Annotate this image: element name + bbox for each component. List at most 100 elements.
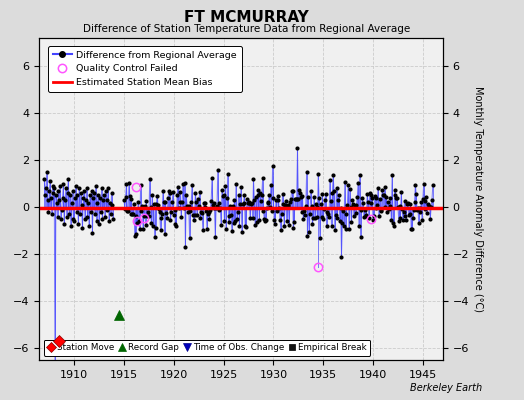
Point — [291, 196, 299, 202]
Point — [141, 222, 150, 228]
Point — [258, 192, 266, 198]
Point — [216, 204, 224, 211]
Point — [164, 195, 172, 201]
Point — [337, 254, 346, 260]
Point — [134, 199, 143, 206]
Point — [108, 202, 116, 208]
Point — [70, 218, 79, 224]
Point — [172, 222, 180, 229]
Point — [355, 223, 363, 229]
Point — [413, 204, 422, 211]
Point — [86, 209, 95, 215]
Point — [299, 216, 308, 222]
Point — [421, 198, 430, 204]
Point — [92, 183, 100, 189]
Point — [155, 206, 163, 212]
Point — [168, 199, 176, 205]
Point — [101, 214, 109, 220]
Point — [58, 195, 67, 201]
Point — [416, 204, 424, 211]
Point — [344, 182, 352, 188]
Point — [375, 213, 383, 220]
Point — [56, 183, 64, 189]
Point — [256, 189, 264, 196]
Point — [156, 227, 165, 233]
Point — [394, 204, 402, 211]
Point — [206, 206, 214, 213]
Point — [385, 206, 393, 212]
Point — [339, 208, 347, 214]
Point — [132, 213, 140, 219]
Point — [48, 211, 56, 218]
Point — [387, 216, 396, 223]
Point — [128, 211, 136, 218]
Point — [416, 208, 424, 215]
Point — [293, 145, 302, 152]
Point — [93, 199, 102, 206]
Point — [298, 192, 307, 199]
Point — [130, 233, 139, 240]
Point — [104, 185, 113, 192]
Point — [251, 222, 259, 229]
Point — [407, 226, 416, 232]
Point — [314, 171, 322, 178]
Point — [362, 213, 370, 220]
Point — [50, 185, 59, 192]
Point — [145, 213, 153, 220]
Point — [352, 202, 361, 209]
Point — [325, 214, 333, 220]
Point — [289, 225, 298, 232]
Point — [154, 202, 162, 208]
Point — [200, 200, 209, 206]
Point — [402, 216, 410, 223]
Point — [332, 212, 340, 218]
Point — [294, 195, 302, 202]
Point — [176, 198, 184, 205]
Point — [396, 214, 405, 221]
Point — [86, 192, 94, 199]
Point — [351, 203, 359, 209]
Point — [186, 207, 194, 214]
Point — [300, 208, 308, 214]
Point — [398, 206, 406, 213]
Point — [195, 189, 204, 196]
Point — [276, 217, 284, 223]
Point — [148, 192, 156, 198]
Point — [234, 209, 242, 215]
Point — [226, 202, 234, 209]
Point — [254, 186, 263, 193]
Point — [280, 223, 288, 230]
Point — [399, 217, 407, 223]
Y-axis label: Monthly Temperature Anomaly Difference (°C): Monthly Temperature Anomaly Difference (… — [473, 86, 483, 312]
Point — [330, 188, 338, 195]
Point — [52, 199, 61, 206]
Point — [338, 220, 346, 226]
Point — [278, 211, 286, 217]
Point — [88, 188, 96, 194]
Point — [223, 195, 231, 202]
Point — [354, 180, 362, 186]
Point — [384, 199, 392, 206]
Point — [92, 218, 101, 224]
Point — [420, 206, 429, 212]
Point — [191, 190, 200, 196]
Point — [359, 200, 367, 206]
Point — [71, 195, 79, 201]
Point — [395, 218, 403, 224]
Point — [269, 194, 278, 201]
Point — [222, 226, 230, 232]
Point — [150, 201, 158, 207]
Point — [159, 188, 167, 194]
Point — [323, 209, 332, 216]
Point — [139, 226, 147, 232]
Point — [427, 204, 435, 210]
Point — [135, 218, 143, 224]
Point — [103, 197, 112, 203]
Point — [303, 232, 312, 239]
Point — [368, 194, 376, 201]
Point — [386, 195, 395, 201]
Point — [345, 226, 353, 232]
Point — [318, 191, 326, 198]
Point — [383, 209, 391, 215]
Point — [315, 194, 323, 201]
